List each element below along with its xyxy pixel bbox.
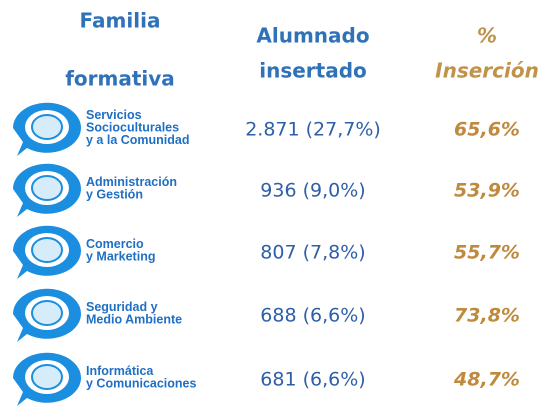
family-icon [12,102,81,156]
header-students: insertado [259,59,367,83]
family-name: Servicios [86,108,142,122]
family-name: Informática [86,364,154,378]
family-name: y a la Comunidad [86,133,190,147]
family-icon [12,225,81,279]
insertion-rate: 73,8% [454,305,520,327]
insertion-rate: 55,7% [454,242,520,264]
header-family: formativa [65,67,175,91]
family-name: Seguridad y [86,300,158,314]
students-count: 681 (6,6%) [260,369,365,391]
header-rate: % [477,24,497,48]
students-count: 2.871 (27,7%) [245,119,381,141]
insertion-rate: 53,9% [454,180,520,202]
insertion-rate: 65,6% [454,119,520,141]
bubble-core [31,175,63,201]
bubble-core [31,300,63,326]
family-name: Medio Ambiente [86,313,182,327]
header-family: Familia [80,9,161,33]
bubble-core [31,364,63,390]
family-icon [12,288,81,342]
students-count: 936 (9,0%) [260,180,365,202]
family-name: Administración [86,175,177,189]
family-name: y Marketing [86,250,155,264]
family-name: y Gestión [86,188,143,202]
family-icon [12,163,81,217]
header-rate: Inserción [435,59,539,83]
insertion-rate: 48,7% [453,369,520,391]
family-name: Socioculturales [86,120,179,134]
students-count: 688 (6,6%) [260,305,365,327]
family-name: y Comunicaciones [86,377,196,391]
students-count: 807 (7,8%) [260,242,365,264]
family-name: Comercio [86,237,144,251]
bubble-core [31,237,63,263]
bubble-core [31,114,63,140]
header-students: Alumnado [256,24,369,48]
family-icon [12,352,81,406]
